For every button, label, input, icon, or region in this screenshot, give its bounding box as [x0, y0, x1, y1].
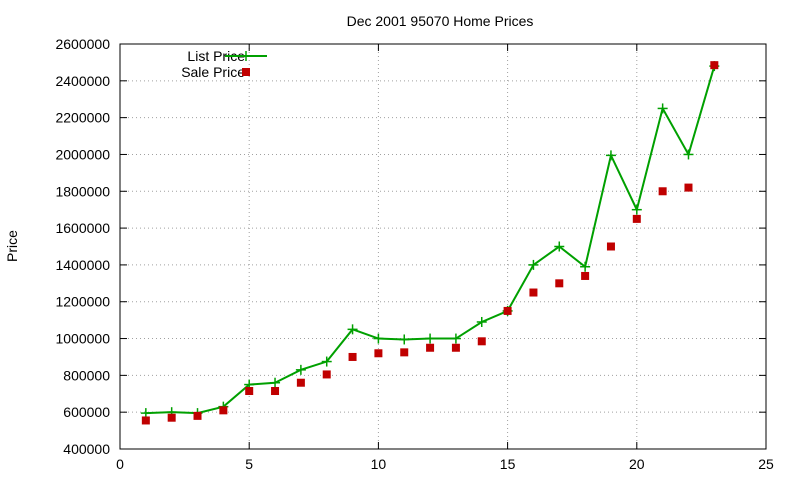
x-tick-label: 25 — [758, 456, 774, 472]
series-sale-price — [141, 61, 719, 425]
list-price-point — [347, 324, 358, 335]
legend-square-marker — [242, 68, 250, 76]
list-price-point — [295, 364, 306, 375]
list-price-point — [399, 334, 410, 345]
sale-price-point — [606, 242, 615, 251]
axes: 0 5 10 15 20 25 400000 600000 800000 1000000 12000… — [55, 36, 774, 472]
y-tick-label: 1800000 — [55, 183, 110, 199]
y-tick-label: 2200000 — [55, 110, 110, 126]
x-tick-label: 10 — [371, 456, 387, 472]
sale-price-point — [477, 337, 486, 346]
y-tick-label: 2400000 — [55, 73, 110, 89]
x-tick-label: 0 — [116, 456, 124, 472]
series — [140, 61, 720, 425]
sale-price-point — [348, 352, 357, 361]
plot-border — [119, 43, 767, 450]
sale-price-point — [710, 61, 719, 70]
sale-price-point — [167, 413, 176, 422]
sale-price-point — [658, 187, 667, 196]
legend-plus-marker — [241, 51, 251, 61]
y-tick-label: 2600000 — [55, 36, 110, 52]
sale-price-point — [555, 279, 564, 288]
legend-label: Sale Price — [181, 64, 245, 80]
y-tick-label: 1400000 — [55, 257, 110, 273]
x-tick-label: 15 — [500, 456, 516, 472]
sale-price-point — [426, 343, 435, 352]
list-price-point — [425, 333, 436, 344]
y-tick-label: 600000 — [63, 404, 110, 420]
list-price-point — [476, 316, 487, 327]
x-tick-label: 5 — [245, 456, 253, 472]
chart-title: Dec 2001 95070 Home Prices — [347, 13, 534, 29]
y-tick-label: 1200000 — [55, 294, 110, 310]
legend-label: List Price — [187, 48, 245, 64]
list-price-point — [605, 150, 616, 161]
list-price-point — [554, 241, 565, 252]
list-price-point — [580, 261, 591, 272]
sale-price-point — [451, 343, 460, 352]
list-price-point — [140, 408, 151, 419]
list-price-point — [657, 103, 668, 114]
x-tick-label: 20 — [629, 456, 645, 472]
y-axis-label: Price — [4, 230, 20, 262]
series-list-price — [140, 61, 720, 419]
sale-price-point — [684, 183, 693, 192]
list-price-line — [145, 65, 716, 415]
list-price-point — [631, 204, 642, 215]
sale-price-point — [400, 348, 409, 357]
sale-price-point — [245, 387, 254, 396]
sale-price-point — [141, 416, 150, 425]
list-price-point — [683, 149, 694, 160]
sale-price-point — [503, 306, 512, 315]
sale-price-point — [193, 411, 202, 420]
y-tick-label: 400000 — [63, 441, 110, 457]
y-tick-label: 2000000 — [55, 146, 110, 162]
y-tick-label: 800000 — [63, 367, 110, 383]
sale-price-point — [632, 214, 641, 223]
list-price-point — [528, 259, 539, 270]
sale-price-point — [581, 271, 590, 280]
sale-price-point — [296, 378, 305, 387]
sale-price-point — [374, 349, 383, 358]
sale-price-point — [271, 387, 280, 396]
grid-lines — [120, 44, 766, 449]
sale-price-point — [322, 370, 331, 379]
sale-price-point — [529, 288, 538, 297]
list-price-point — [270, 377, 281, 388]
list-price-point — [321, 356, 332, 367]
list-price-point — [373, 333, 384, 344]
y-tick-label: 1600000 — [55, 220, 110, 236]
y-tick-label: 1000000 — [55, 331, 110, 347]
list-price-point — [450, 333, 461, 344]
sale-price-point — [219, 406, 228, 415]
